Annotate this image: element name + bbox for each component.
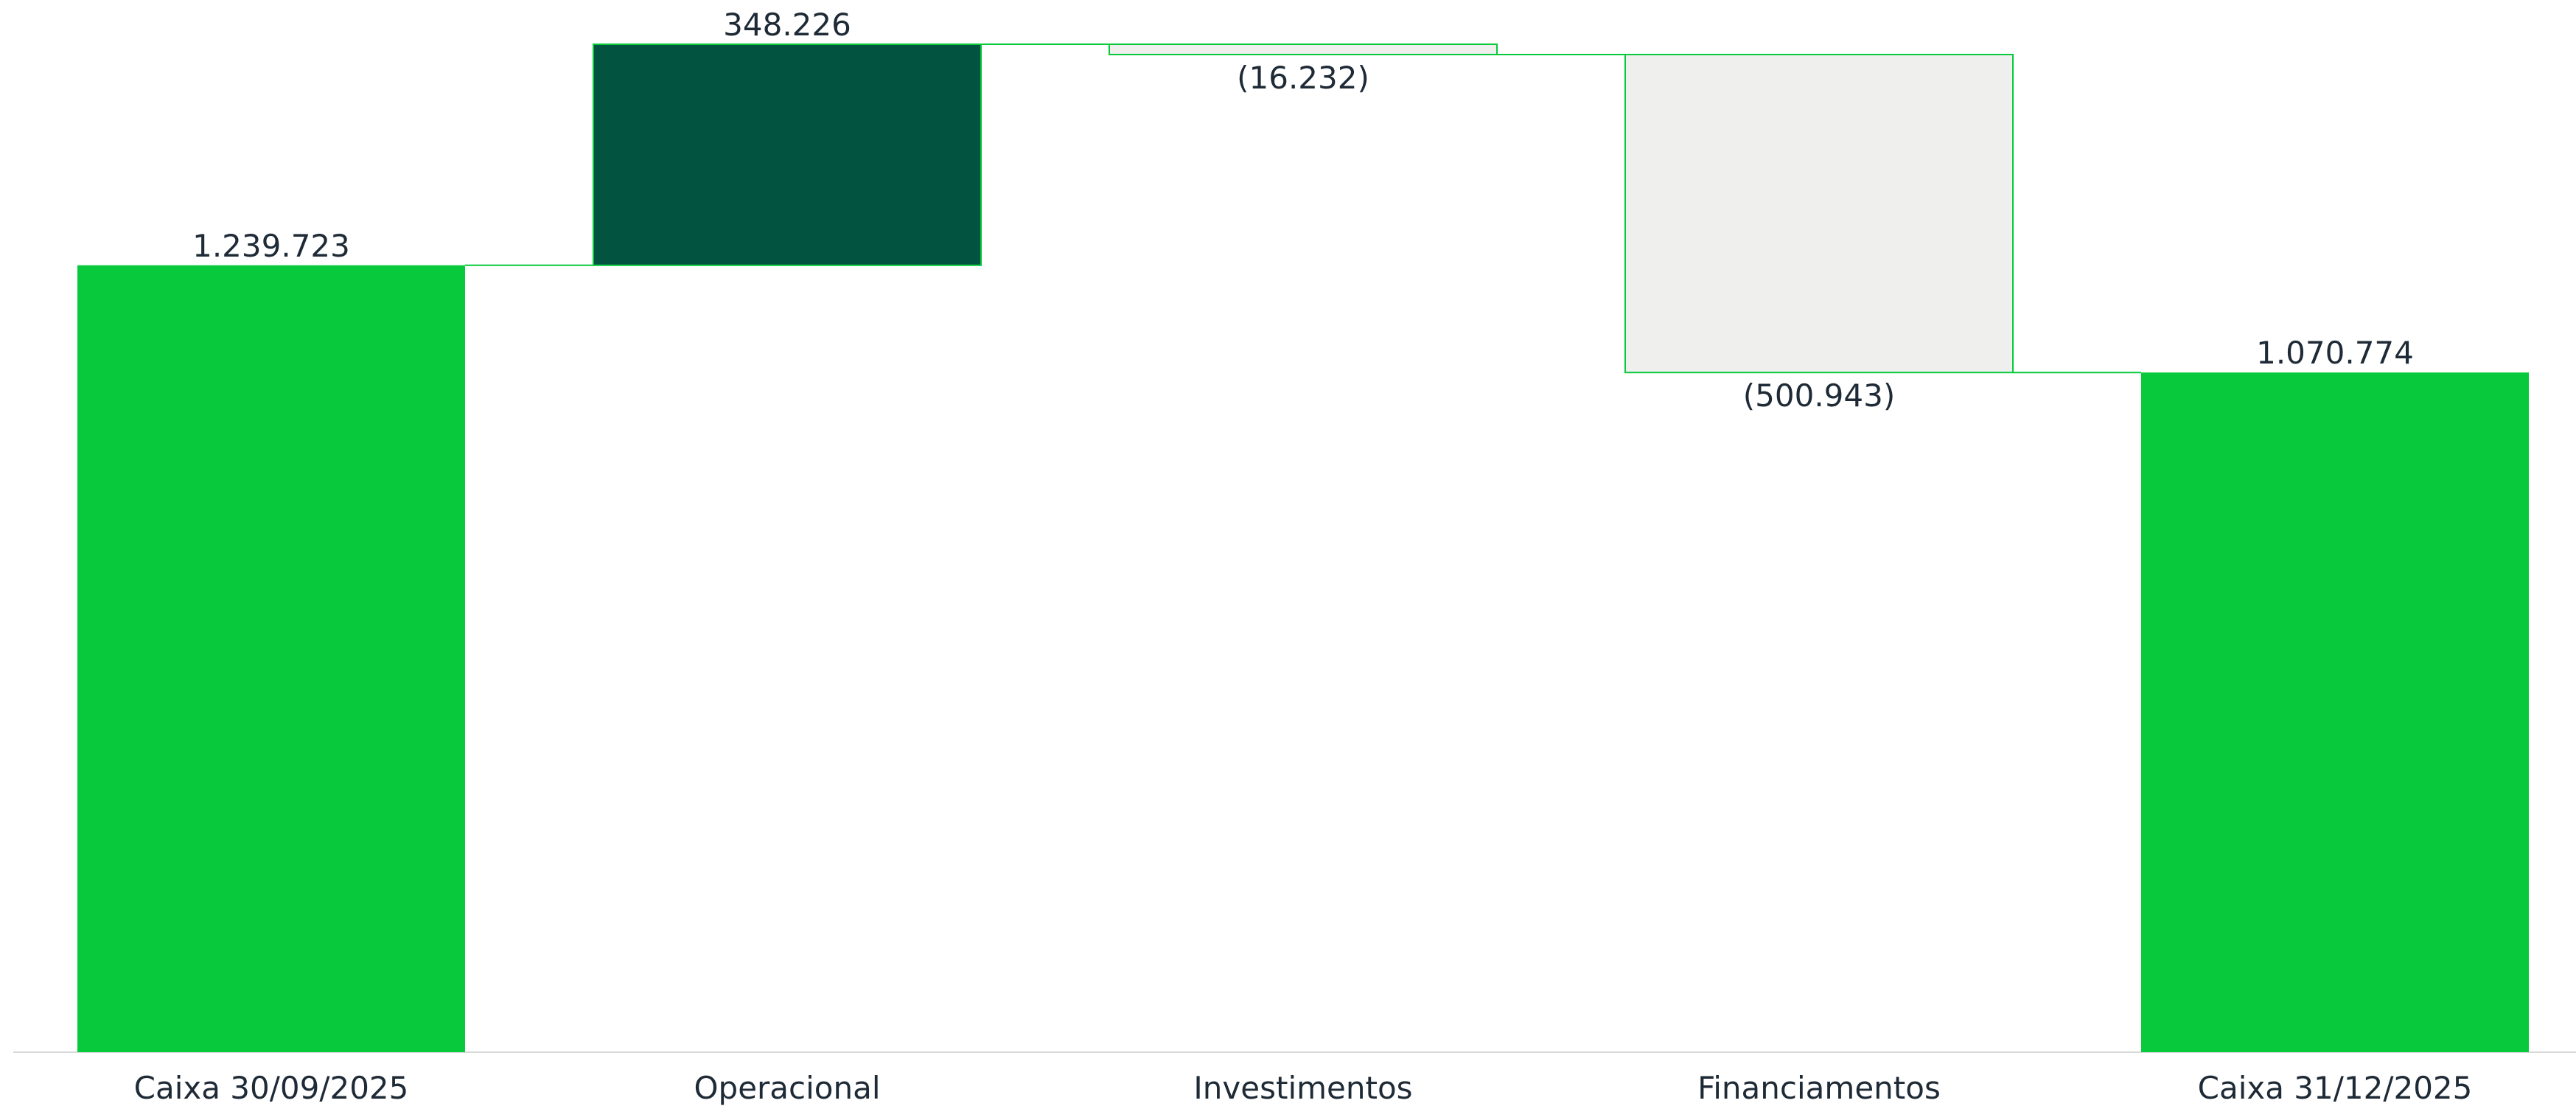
- bar: [593, 44, 982, 266]
- bar: [1109, 44, 1498, 55]
- x-tick-label: Financiamentos: [1697, 1070, 1941, 1106]
- x-tick-label: Caixa 30/09/2025: [134, 1070, 409, 1106]
- x-tick-label: Investimentos: [1193, 1070, 1412, 1106]
- bar: [1624, 53, 2014, 374]
- value-label: (16.232): [1237, 60, 1369, 96]
- x-tick-label: Operacional: [694, 1070, 880, 1106]
- value-label: (500.943): [1743, 378, 1895, 414]
- value-label: 1.239.723: [192, 228, 350, 264]
- bar: [2141, 372, 2529, 1052]
- x-tick-label: Caixa 31/12/2025: [2198, 1070, 2473, 1106]
- bar: [77, 265, 465, 1052]
- value-label: 1.070.774: [2256, 335, 2414, 371]
- value-label: 348.226: [723, 7, 851, 43]
